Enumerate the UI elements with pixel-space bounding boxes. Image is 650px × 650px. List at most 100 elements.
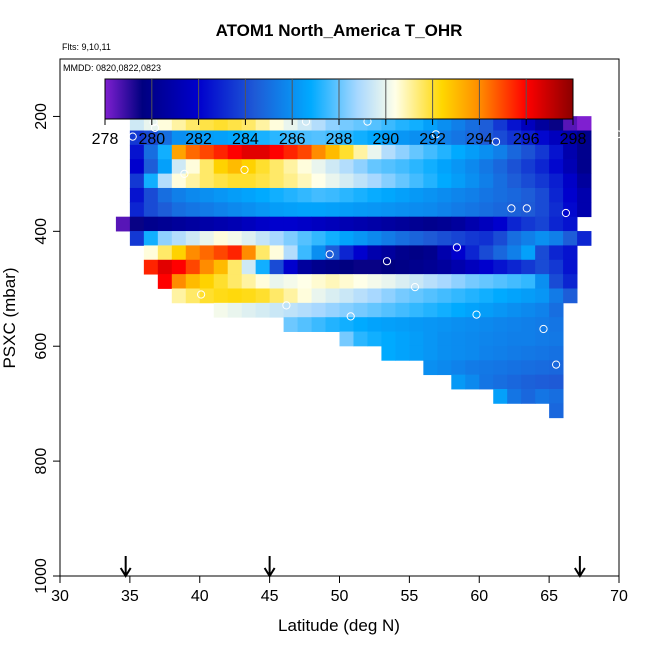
heatmap-cell [283, 159, 298, 174]
heatmap-cell [521, 259, 536, 275]
heatmap-cell [227, 259, 243, 275]
heatmap-cell [297, 245, 312, 261]
heatmap-cell [213, 231, 229, 246]
heatmap-cell [535, 187, 550, 203]
heatmap-cell [171, 245, 187, 261]
heatmap-cell [311, 216, 326, 232]
heatmap-cell [549, 173, 564, 189]
heatmap-cell [199, 216, 215, 232]
heatmap-cell [521, 216, 536, 232]
heatmap-cell [339, 317, 354, 332]
heatmap-cell [479, 159, 494, 174]
heatmap-cell [437, 317, 452, 332]
heatmap-cell [367, 274, 382, 289]
heatmap-cell [451, 259, 466, 275]
heatmap-cell [241, 274, 257, 289]
colorbar-tick-label: 280 [138, 131, 165, 148]
heatmap-cell [395, 302, 410, 318]
heatmap-cell [325, 202, 340, 218]
heatmap-cell [157, 116, 173, 131]
heatmap-cell [199, 187, 215, 203]
heatmap-cell [311, 173, 326, 189]
heatmap-cell [577, 144, 592, 160]
heatmap-cell [143, 231, 159, 246]
heatmap-cell [367, 245, 382, 261]
heatmap-cell [381, 187, 396, 203]
heatmap-cell [171, 159, 187, 174]
heatmap-cell [493, 389, 508, 404]
heatmap-cell [367, 231, 382, 246]
heatmap-cell [521, 187, 536, 203]
heatmap-cell [241, 144, 257, 160]
heatmap-cell [549, 274, 564, 289]
heatmap-cell [507, 159, 522, 174]
heatmap-cell [451, 187, 466, 203]
heatmap-cell [213, 216, 229, 232]
heatmap-cell [423, 302, 438, 318]
heatmap-cell [507, 116, 522, 131]
measurement-point [346, 312, 355, 321]
heatmap-cell [451, 288, 466, 304]
heatmap-cell [255, 116, 271, 131]
heatmap-cell [283, 173, 298, 189]
heatmap-cell [269, 288, 285, 304]
heatmap-cell [437, 159, 452, 174]
heatmap-cell [381, 116, 396, 131]
heatmap-cell [311, 130, 326, 146]
heatmap-cell [479, 231, 494, 246]
heatmap-cell [325, 173, 340, 189]
heatmap-cell [507, 302, 522, 318]
heatmap-cell [535, 259, 550, 275]
heatmap-cell [409, 159, 424, 174]
heatmap-cell [199, 259, 215, 275]
heatmap-cell [549, 317, 564, 332]
heatmap-cell [409, 231, 424, 246]
heatmap-cell [199, 116, 215, 131]
measurement-point [552, 360, 561, 369]
heatmap-cell [241, 288, 257, 304]
heatmap-cell [479, 187, 494, 203]
heatmap-cell [549, 216, 564, 232]
heatmap-cell [437, 331, 452, 347]
heatmap-cell [297, 130, 312, 146]
heatmap-cell [549, 302, 564, 318]
heatmap-cell [353, 231, 368, 246]
heatmap-cell [171, 173, 187, 189]
heatmap-cell [283, 216, 298, 232]
heatmap-cell [423, 159, 438, 174]
heatmap-cell [353, 259, 368, 275]
heatmap-cell [535, 302, 550, 318]
heatmap-cell [143, 216, 159, 232]
heatmap-cell [255, 202, 271, 218]
heatmap-cell [157, 144, 173, 160]
heatmap-cell [535, 130, 550, 146]
measurement-point [325, 250, 334, 259]
heatmap-cell [311, 231, 326, 246]
heatmap-cell [269, 302, 285, 318]
heatmap-cell [129, 202, 145, 218]
heatmap-cell [339, 259, 354, 275]
heatmap-cell [563, 116, 578, 131]
heatmap-cell [129, 216, 145, 232]
heatmap-cell [577, 130, 592, 146]
heatmap-cell [563, 173, 578, 189]
heatmap-cell [507, 374, 522, 390]
heatmap-cell [129, 144, 145, 160]
heatmap-cell [549, 231, 564, 246]
heatmap-cell [171, 116, 187, 131]
heatmap-cell [185, 245, 201, 261]
heatmap-cell [269, 216, 285, 232]
heatmap-cell [423, 173, 438, 189]
heatmap-cell [521, 144, 536, 160]
heatmap-cell [423, 331, 438, 347]
heatmap-cell [563, 187, 578, 203]
heatmap-cell [241, 159, 257, 174]
heatmap-cell [353, 288, 368, 304]
heatmap-cell [563, 288, 578, 304]
heatmap-cell [283, 202, 298, 218]
heatmap-cell [367, 130, 382, 146]
heatmap-cell [339, 130, 354, 146]
heatmap-cell [493, 374, 508, 390]
heatmap-cell [549, 130, 564, 146]
heatmap-cell [199, 245, 215, 261]
